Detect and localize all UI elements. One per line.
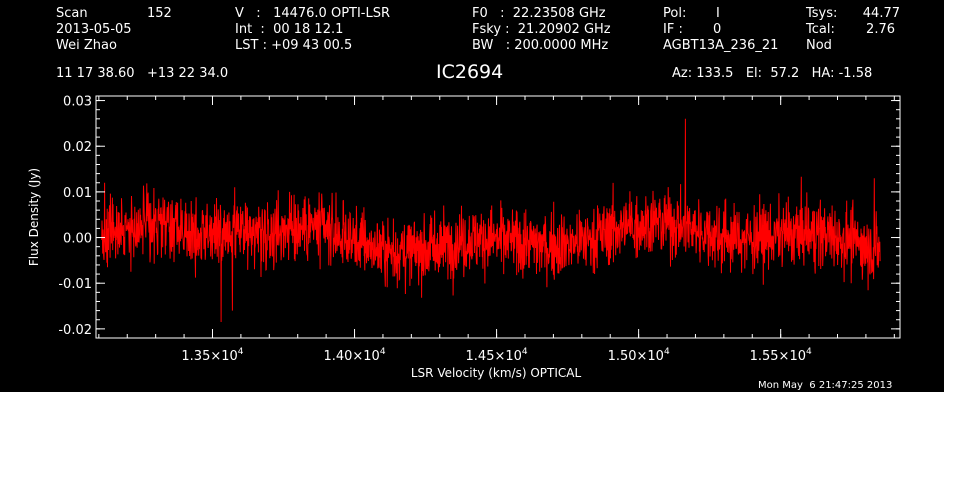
- obs-date: 2013-05-05: [56, 22, 132, 37]
- tsys-label: Tsys:: [806, 6, 838, 21]
- x-tick-label: 1.50×104: [608, 347, 670, 364]
- x-tick-label: 1.40×104: [323, 347, 385, 364]
- pol-label: Pol:: [663, 6, 687, 21]
- scan-label: Scan: [56, 6, 88, 21]
- y-axis-label: Flux Density (Jy): [27, 168, 41, 266]
- object-name: IC2694: [436, 61, 504, 83]
- bandwidth-line: BW : 200.0000 MHz: [472, 38, 609, 53]
- spectrum-line: [101, 118, 881, 323]
- spectrum-trace-group: [101, 118, 881, 323]
- y-tick-label: 0.02: [63, 140, 92, 155]
- project-id: AGBT13A_236_21: [663, 38, 779, 53]
- tsys-value: 44.77: [862, 6, 900, 21]
- spectrum-chart: -0.02 -0.01 0.00 0.01 0.02 0.03 1.35×104 1.40×1…: [27, 95, 901, 380]
- integration-line: Int : 00 18 12.1: [235, 22, 344, 37]
- if-label: IF :: [663, 22, 683, 37]
- y-tick-label: 0.01: [63, 186, 92, 201]
- plot-panel: Scan 152 2013-05-05 Wei Zhao 11 17 38.60…: [0, 0, 944, 392]
- x-tick-label: 1.55×104: [750, 347, 812, 364]
- source-coordinates: 11 17 38.60 +13 22 34.0: [56, 66, 229, 81]
- rest-frequency-line: F0 : 22.23508 GHz: [472, 6, 606, 21]
- y-tick-label: -0.02: [58, 323, 92, 338]
- observer-name: Wei Zhao: [56, 38, 117, 53]
- tcal-label: Tcal:: [806, 22, 835, 37]
- velocity-line: V : 14476.0 OPTI-LSR: [235, 6, 391, 21]
- tcal-value: 2.76: [866, 22, 895, 37]
- x-tick-label: 1.35×104: [181, 347, 243, 364]
- x-axis-label: LSR Velocity (km/s) OPTICAL: [411, 366, 582, 380]
- scan-value: 152: [147, 6, 172, 21]
- x-tick-label: 1.45×104: [466, 347, 528, 364]
- y-tick-label: 0.00: [63, 232, 92, 247]
- y-tick-label: -0.01: [58, 277, 92, 292]
- plot-frame: [95, 95, 901, 339]
- lst-line: LST : +09 43 00.5: [235, 38, 353, 53]
- observing-mode: Nod: [806, 38, 832, 53]
- pol-value: I: [716, 6, 720, 21]
- y-tick-label: 0.03: [63, 95, 92, 110]
- pointing-info: Az: 133.5 El: 57.2 HA: -1.58: [672, 66, 873, 81]
- axis-ticks: -0.02 -0.01 0.00 0.01 0.02 0.03 1.35×104 1.40×1…: [58, 95, 900, 364]
- if-value: 0: [713, 22, 722, 37]
- plot-timestamp: Mon May 6 21:47:25 2013: [758, 380, 893, 391]
- sky-frequency-line: Fsky : 21.20902 GHz: [472, 22, 611, 37]
